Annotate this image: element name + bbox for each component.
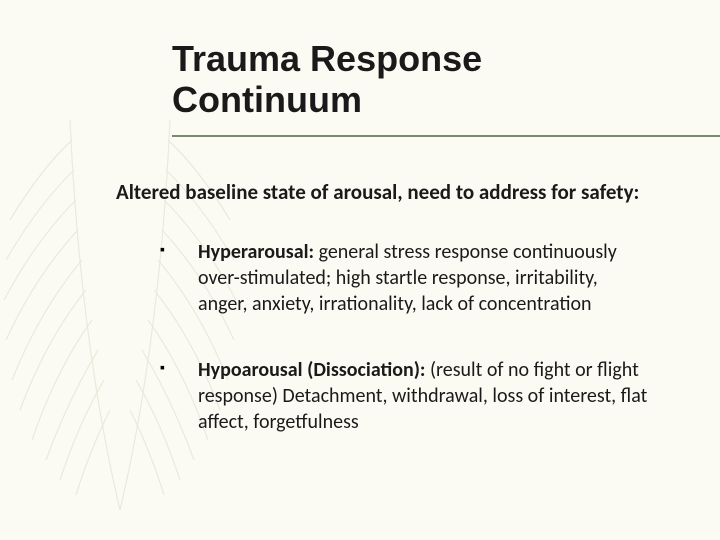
- title-line-1: Trauma Response: [172, 38, 482, 79]
- list-item: Hyperarousal: general stress response co…: [160, 239, 650, 317]
- bullet-list: Hyperarousal: general stress response co…: [160, 239, 650, 435]
- title-rule: [172, 135, 720, 137]
- title-line-2: Continuum: [172, 79, 362, 120]
- bullet-term: Hyperarousal:: [198, 240, 314, 264]
- slide-subtitle: Altered baseline state of arousal, need …: [116, 179, 660, 205]
- bullet-term: Hypoarousal (Dissociation):: [198, 358, 425, 382]
- list-item: Hypoarousal (Dissociation): (result of n…: [160, 357, 650, 435]
- slide-content: Trauma Response Continuum Altered baseli…: [0, 0, 720, 435]
- slide-title: Trauma Response Continuum: [172, 38, 660, 121]
